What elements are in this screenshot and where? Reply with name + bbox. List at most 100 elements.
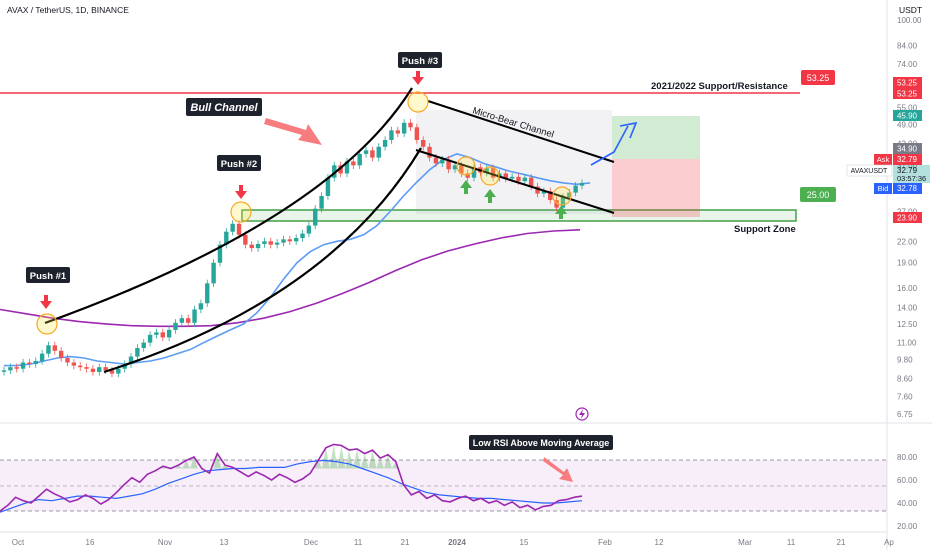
candle-body — [452, 165, 458, 170]
time-tick-label: Dec — [304, 538, 318, 547]
candle-body — [459, 165, 464, 174]
ask-tag — [874, 154, 892, 165]
projection-arrowhead — [619, 121, 638, 139]
ema-20-line — [4, 153, 591, 367]
candle-body — [421, 139, 426, 147]
stop-zone — [612, 159, 700, 217]
price-tick-label: 11.00 — [897, 339, 917, 348]
candle-body — [230, 223, 235, 232]
candle-body — [408, 122, 413, 128]
candle-body — [154, 332, 159, 335]
candle-body — [116, 368, 121, 374]
candle-body — [8, 367, 13, 371]
time-axis-ticks: Oct 16 Nov 13 Dec 11 21 2024 15 Feb 12 Mar 11 21 Ap — [12, 538, 895, 547]
candle-body — [14, 367, 19, 369]
price-tick-label: 37.00 — [897, 161, 918, 170]
time-tick-label: 21 — [401, 538, 410, 547]
last-price-text: 32.79 — [897, 166, 918, 175]
candle-body — [344, 161, 350, 174]
res-badge-b-text: 53.25 — [897, 90, 918, 99]
push-2-label: Push #2 — [221, 159, 257, 170]
rsi-tick-label: 20.00 — [897, 522, 918, 531]
stop-badge — [893, 212, 922, 223]
touch-circle-3 — [407, 91, 429, 113]
candle-body — [548, 191, 553, 200]
bull-channel-pointer-icon — [264, 118, 322, 145]
rsi-note-badge — [469, 435, 613, 450]
candle-body — [567, 192, 572, 197]
time-tick-label: 13 — [220, 538, 229, 547]
ask-badge — [893, 154, 922, 165]
rsi-tick-label: 80.00 — [897, 453, 918, 462]
candle-body — [249, 244, 254, 249]
last-price-badge — [893, 165, 930, 183]
ask-tag-text: Ask — [877, 155, 890, 164]
time-tick-label: Feb — [598, 538, 612, 547]
target-zone — [612, 116, 700, 159]
candle-body — [236, 223, 242, 235]
candle-body — [516, 176, 521, 182]
candle-body — [84, 367, 89, 369]
price-tick-label: 8.60 — [897, 375, 913, 384]
candle-body — [509, 176, 515, 179]
time-tick-label: 11 — [354, 538, 363, 547]
symbol-title: AVAX / TetherUS, 1D, BINANCE — [7, 5, 129, 15]
target-badge-text: 45.90 — [897, 112, 918, 121]
candle-body — [185, 318, 191, 323]
candle-body — [471, 167, 477, 178]
candle-body — [243, 234, 248, 245]
bid-tag-text: Bid — [878, 184, 889, 193]
resistance-price-text: 53.25 — [807, 73, 830, 83]
candle-body — [141, 342, 146, 349]
candle-body — [541, 191, 547, 194]
res-badge-a-text: 53.25 — [897, 79, 918, 88]
res-badge-a — [893, 77, 922, 88]
projection-arrow — [590, 125, 629, 166]
bounce-arrow-2-icon — [484, 189, 496, 203]
push-2-badge — [217, 155, 261, 171]
symbol-tag — [846, 164, 893, 177]
push-2-arrow-icon — [235, 185, 247, 199]
price-tick-label: 19.00 — [897, 259, 918, 268]
candle-body — [39, 353, 45, 362]
price-tick-label: 100.00 — [897, 16, 922, 25]
candle-body — [484, 168, 489, 173]
rsi-tick-label: 40.00 — [897, 499, 918, 508]
candle-body — [490, 168, 496, 178]
stop-badge-text: 23.90 — [897, 214, 918, 223]
time-tick-label: 21 — [837, 538, 846, 547]
candle-body — [65, 358, 70, 363]
time-tick-label: 16 — [86, 538, 95, 547]
candle-body — [338, 165, 343, 174]
target-badge — [893, 110, 922, 121]
bid-tag — [874, 183, 892, 194]
candle-body — [528, 177, 534, 187]
currency-label: USDT — [899, 5, 922, 15]
candle-body — [325, 177, 331, 196]
candle-body — [173, 322, 178, 330]
candle-body — [287, 239, 293, 242]
candle-body — [446, 159, 451, 170]
candles — [1, 119, 585, 378]
candle-body — [71, 362, 77, 366]
time-tick-label: Ap — [884, 538, 894, 547]
time-tick-label: Nov — [158, 538, 172, 547]
support-price-text: 25.00 — [807, 190, 830, 200]
price-tick-label: 14.00 — [897, 303, 918, 312]
candle-body — [313, 208, 318, 226]
candle-body — [363, 150, 369, 154]
time-tick-label: 15 — [520, 538, 529, 547]
candle-body — [1, 370, 7, 372]
price-tick-label: 55.00 — [897, 103, 918, 112]
candle-body — [262, 241, 267, 244]
res-badge-b — [893, 88, 922, 99]
bull-channel-upper — [44, 87, 413, 325]
push-3-label: Push #3 — [402, 56, 438, 67]
bull-channel-lower — [103, 147, 422, 374]
time-tick-label: Mar — [738, 538, 752, 547]
candle-body — [465, 173, 470, 178]
candle-body — [401, 122, 407, 134]
push-1-label: Push #1 — [30, 271, 67, 282]
time-tick-label: 12 — [655, 538, 664, 547]
